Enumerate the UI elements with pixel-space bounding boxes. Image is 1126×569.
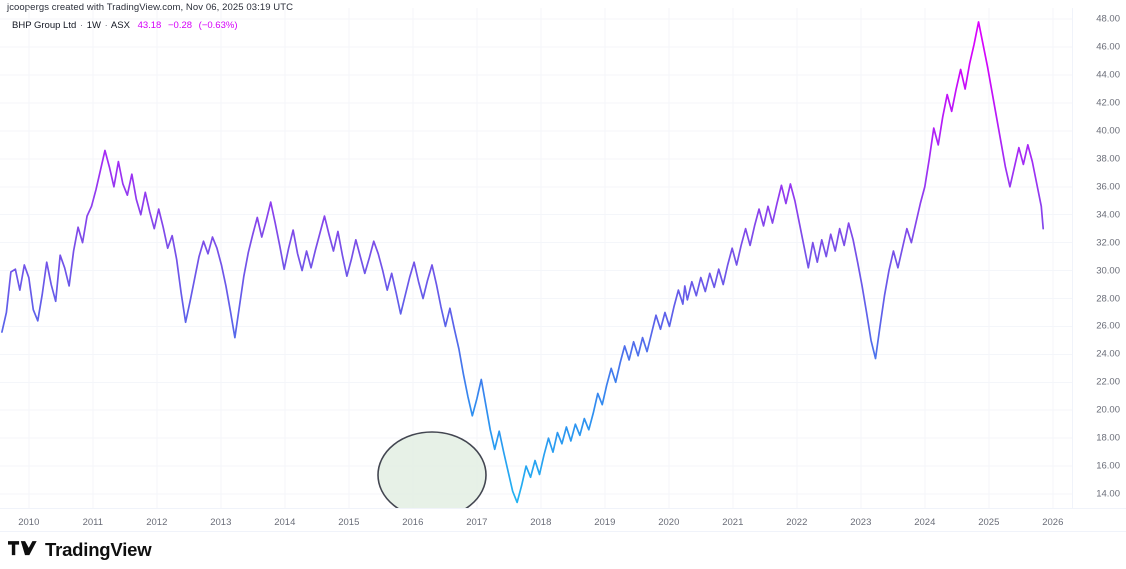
price-line-series (1, 21, 1045, 504)
time-axis-tick: 2019 (594, 517, 616, 528)
time-axis-tick: 2025 (978, 517, 1000, 528)
time-axis-tick: 2011 (82, 517, 104, 528)
time-axis-tick: 2022 (786, 517, 808, 528)
price-axis-tick: 28.00 (1096, 293, 1120, 304)
price-axis-tick: 16.00 (1096, 460, 1120, 472)
chart-gridlines (0, 8, 1072, 508)
price-axis-tick: 34.00 (1096, 209, 1120, 221)
price-axis-tick: 40.00 (1096, 125, 1120, 137)
time-axis-tick: 2013 (210, 517, 232, 528)
price-axis[interactable]: 14.00 16.00 18.00 20.00 22.00 24.00 26.00 28.00… (1072, 8, 1126, 508)
time-axis[interactable]: 2010 2011 2012 2013 2014 2015 2016 2017 2018 2019… (0, 508, 1126, 532)
time-axis-tick: 2021 (722, 517, 744, 528)
time-axis-tick: 2018 (530, 517, 552, 528)
time-axis-tick: 2017 (466, 517, 488, 528)
price-axis-tick: 48.00 (1096, 13, 1120, 25)
chart-pane[interactable] (0, 8, 1072, 508)
price-axis-tick: 38.00 (1096, 153, 1120, 165)
price-axis-tick: 26.00 (1096, 320, 1120, 332)
price-axis-tick: 14.00 (1096, 488, 1120, 500)
price-axis-tick: 24.00 (1096, 348, 1120, 360)
time-axis-tick: 2010 (18, 517, 40, 528)
price-axis-tick: 32.00 (1096, 237, 1120, 249)
price-line-path (1, 21, 1045, 504)
time-axis-tick: 2023 (850, 517, 872, 528)
highlight-ellipse-shape[interactable] (377, 431, 487, 508)
price-axis-tick: 46.00 (1096, 41, 1120, 53)
price-axis-tick: 36.00 (1096, 181, 1120, 193)
highlight-ellipse-annotation[interactable] (377, 431, 487, 508)
price-axis-tick: 20.00 (1096, 404, 1120, 416)
attribution-text: jcoopergs created with TradingView.com, … (0, 0, 1126, 15)
chart-footer: TradingView (0, 532, 1126, 569)
time-axis-tick: 2020 (658, 517, 680, 528)
tradingview-logo[interactable]: TradingView (8, 539, 152, 563)
price-axis-tick: 30.00 (1096, 265, 1120, 277)
time-axis-tick: 2015 (338, 517, 360, 528)
time-axis-tick: 2014 (274, 517, 296, 528)
tradingview-wordmark: TradingView (45, 539, 152, 561)
time-axis-tick: 2016 (402, 517, 424, 528)
time-axis-tick: 2024 (914, 517, 936, 528)
price-axis-tick: 44.00 (1096, 69, 1120, 81)
price-axis-tick: 22.00 (1096, 376, 1120, 388)
time-axis-tick: 2026 (1042, 517, 1064, 528)
tradingview-mark-icon (8, 539, 38, 563)
price-axis-tick: 18.00 (1096, 432, 1120, 444)
time-axis-tick: 2012 (146, 517, 168, 528)
price-axis-tick: 42.00 (1096, 97, 1120, 109)
price-chart[interactable] (0, 8, 1072, 508)
